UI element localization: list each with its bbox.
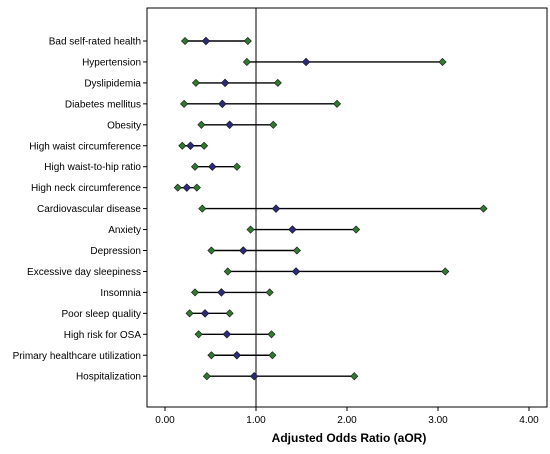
x-tick-label: 1.00 xyxy=(246,415,266,426)
estimate-marker xyxy=(288,225,297,234)
category-label: Dyslipidemia xyxy=(84,78,141,89)
ci-lower-marker xyxy=(180,36,190,46)
category-label: Bad self-rated health xyxy=(49,37,141,48)
x-tick-label: 2.00 xyxy=(337,415,357,426)
estimate-marker xyxy=(217,288,226,297)
ci-lower-marker xyxy=(178,141,187,150)
x-axis-title: Adjusted Odds Ratio (aOR) xyxy=(272,431,427,445)
ci-upper-marker xyxy=(200,141,209,150)
ci-upper-marker xyxy=(232,162,241,171)
estimate-marker xyxy=(271,204,281,213)
ci-lower-marker xyxy=(207,351,216,360)
x-axis: 0.00 1.00 2.00 3.00 4.00 xyxy=(155,407,539,426)
ci-lower-marker xyxy=(242,57,251,66)
ci-upper-marker xyxy=(441,267,450,276)
x-tick-label: 3.00 xyxy=(428,415,448,426)
ci-lower-marker xyxy=(207,246,216,255)
ci-upper-marker xyxy=(350,372,359,381)
data-marks xyxy=(173,36,488,381)
category-label: Insomnia xyxy=(100,288,141,299)
ci-lower-marker xyxy=(223,267,232,276)
plot-frame xyxy=(146,7,548,408)
category-label: Hospitalization xyxy=(76,372,141,383)
category-label: Cardiovascular disease xyxy=(37,204,141,215)
estimate-marker xyxy=(225,120,234,130)
category-label: Hypertension xyxy=(82,57,141,68)
category-label: High neck circumference xyxy=(31,183,141,194)
ci-lower-marker xyxy=(246,225,255,234)
category-label: Diabetes mellitus xyxy=(65,99,141,110)
category-labels: Bad self-rated health Hypertension Dyslipi… xyxy=(13,37,147,383)
x-tick-label: 0.00 xyxy=(155,415,175,426)
ci-upper-marker xyxy=(292,246,301,255)
ci-upper-marker xyxy=(269,120,278,129)
category-label: High waist-to-hip ratio xyxy=(44,162,141,173)
ci-upper-marker xyxy=(438,57,447,66)
ci-lower-marker xyxy=(198,204,207,213)
estimate-marker xyxy=(186,141,195,150)
ci-upper-marker xyxy=(268,351,277,360)
ci-upper-marker xyxy=(273,78,282,87)
ci-upper-marker xyxy=(243,36,252,46)
category-label: High risk for OSA xyxy=(64,330,142,341)
ci-lower-marker xyxy=(191,78,200,87)
ci-upper-marker xyxy=(332,99,342,108)
estimate-marker xyxy=(182,183,192,192)
ci-lower-marker xyxy=(202,372,211,381)
estimate-marker xyxy=(208,162,217,171)
estimate-marker xyxy=(220,78,230,88)
ci-upper-marker xyxy=(352,225,361,234)
estimate-marker xyxy=(200,309,210,318)
estimate-marker xyxy=(249,371,259,381)
ci-lower-marker xyxy=(194,330,203,339)
category-label: Depression xyxy=(90,246,141,257)
ci-lower-marker xyxy=(197,120,206,129)
category-label: Excessive day sleepiness xyxy=(27,267,141,278)
category-label: Poor sleep quality xyxy=(62,309,142,320)
ci-lower-marker xyxy=(191,288,200,297)
category-label: Anxiety xyxy=(108,225,141,236)
estimate-marker xyxy=(291,267,301,276)
x-tick-label: 4.00 xyxy=(519,415,539,426)
estimate-marker xyxy=(218,99,227,109)
estimate-marker xyxy=(239,246,248,255)
ci-upper-marker xyxy=(265,288,274,297)
ci-lower-marker xyxy=(185,309,194,318)
ci-lower-marker xyxy=(191,162,200,171)
ci-upper-marker xyxy=(192,183,201,192)
ci-lower-marker xyxy=(180,99,189,108)
category-label: Primary healthcare utilization xyxy=(13,351,141,362)
ci-upper-marker xyxy=(479,204,488,213)
ci-upper-marker xyxy=(267,330,276,339)
ci-lower-marker xyxy=(173,183,182,192)
estimate-marker xyxy=(201,36,211,46)
ci-upper-marker xyxy=(225,309,234,318)
estimate-marker xyxy=(232,351,242,360)
category-label: Obesity xyxy=(107,120,141,131)
estimate-marker xyxy=(301,57,311,67)
estimate-marker xyxy=(222,330,232,339)
category-label: High waist circumference xyxy=(29,141,141,152)
